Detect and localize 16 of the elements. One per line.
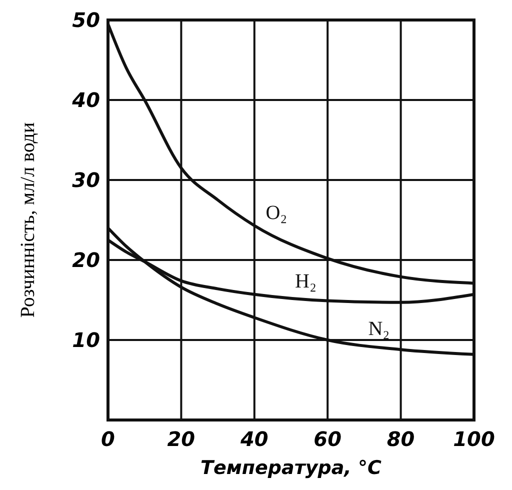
x-axis-title: Температура, °C — [200, 457, 382, 479]
series-label: H₂ — [295, 270, 316, 293]
x-tick-label: 100 — [453, 427, 495, 451]
series-label: N₂ — [368, 318, 390, 340]
x-tick-label: 40 — [239, 427, 268, 451]
y-tick-label: 10 — [72, 328, 100, 352]
series-label: O₂ — [266, 202, 288, 224]
y-tick-label: 30 — [72, 168, 100, 192]
y-tick-label: 20 — [72, 248, 100, 272]
y-tick-label: 40 — [71, 88, 100, 112]
x-tick-label: 20 — [167, 427, 196, 451]
x-tick-label: 80 — [386, 427, 415, 451]
y-axis-title: Розчинність, мл/л води — [17, 122, 39, 318]
x-tick-label: 60 — [314, 427, 342, 451]
y-tick-label: 50 — [72, 8, 100, 32]
x-tick-label: 0 — [101, 427, 116, 451]
